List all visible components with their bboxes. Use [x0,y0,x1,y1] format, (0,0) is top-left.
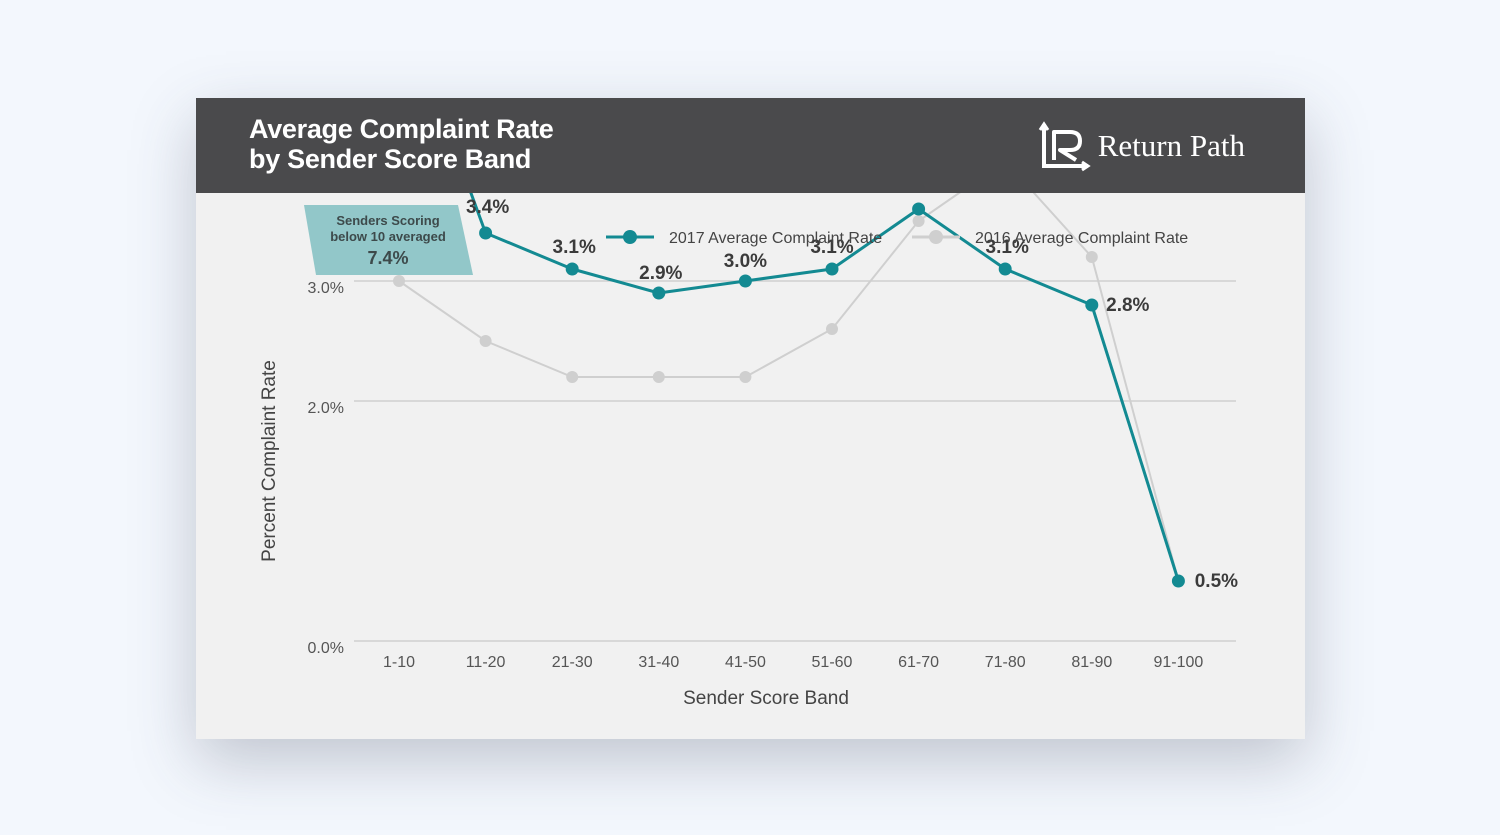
brand-logo: Return Path [1038,120,1245,172]
series-2017-point [912,202,926,216]
series-2016-point [566,371,579,383]
legend-item-2016: 2016 Average Complaint Rate [912,230,1188,247]
x-tick-label: 31-40 [638,654,679,671]
y-tick-label: 0.0% [308,640,344,657]
return-path-logo-icon [1038,121,1091,172]
chart-title-line1: Average Complaint Rate [249,114,554,144]
chart-header: Average Complaint Rate by Sender Score B… [196,98,1305,193]
complaint-rate-chart: 0.0%2.0%3.0%4.0% 1-1011-2021-3031-4041-5… [259,98,1238,709]
legend-label-2017: 2017 Average Complaint Rate [669,230,882,247]
x-axis-label: Sender Score Band [683,688,849,709]
series-2017: 3.4%3.1%2.9%3.0%3.1%3.6%3.1%2.8%0.5% [435,98,1238,592]
x-tick-label: 81-90 [1071,654,1112,671]
series-2017-point [479,226,493,240]
series-2017-point [1171,574,1185,588]
series-2017-data-label: 3.1% [810,237,853,258]
x-tick-label: 91-100 [1153,654,1203,671]
chart-title-line2: by Sender Score Band [249,144,532,174]
y-axis-label: Percent Complaint Rate [259,360,280,562]
brand-name: Return Path [1097,128,1245,163]
series-2016-point [739,371,752,383]
callout-value: 7.4% [367,248,408,268]
series-2017-data-label: 0.5% [1195,571,1238,592]
x-tick-label: 71-80 [985,654,1026,671]
x-tick-label: 51-60 [812,654,853,671]
series-2017-point [565,262,579,276]
chart-card: 0.0%2.0%3.0%4.0% 1-1011-2021-3031-4041-5… [196,98,1305,739]
series-2017-data-label: 2.8% [1106,295,1149,316]
chart-title: Average Complaint Rate by Sender Score B… [249,114,554,174]
callout-line2: below 10 averaged [330,229,446,244]
legend: 2017 Average Complaint Rate 2016 Average… [606,230,1188,247]
series-2017-point [738,274,752,288]
x-tick-label: 61-70 [898,654,939,671]
x-tick-label: 11-20 [466,654,506,671]
x-tick-label: 21-30 [552,654,593,671]
series-2016-point [393,275,405,287]
series-2016-point [479,335,492,347]
x-tick-label: 41-50 [725,654,766,671]
series-2017-point [998,262,1012,276]
legend-label-2016: 2016 Average Complaint Rate [975,230,1188,247]
series-2017-point [652,286,666,300]
y-tick-label: 2.0% [308,400,344,417]
series-2017-data-label: 3.0% [724,251,767,272]
series-2016-point [826,323,838,335]
series-2016 [393,155,1185,587]
y-tick-label: 3.0% [308,280,344,297]
callout-box [304,205,473,275]
callout-line1: Senders Scoring [336,213,439,228]
series-2017-data-label: 3.1% [553,237,596,258]
series-2016-point [912,215,925,227]
series-2017-point [825,262,839,276]
series-2016-point [652,371,665,383]
legend-item-2017: 2017 Average Complaint Rate [606,230,882,247]
series-2017-data-label: 3.1% [986,237,1029,258]
series-2016-line [398,159,1180,582]
series-2017-point [1085,298,1099,312]
x-axis-ticks: 1-10 11-20 21-30 31-40 41-50 51-60 61-70 71-80 8… [383,654,1203,671]
callout: Senders Scoring below 10 averaged 7.4% [304,205,473,275]
series-2017-data-label: 2.9% [639,263,682,284]
series-2017-data-label: 3.4% [466,197,509,218]
x-tick-label: 1-10 [383,654,415,671]
series-2016-point [1085,251,1098,263]
